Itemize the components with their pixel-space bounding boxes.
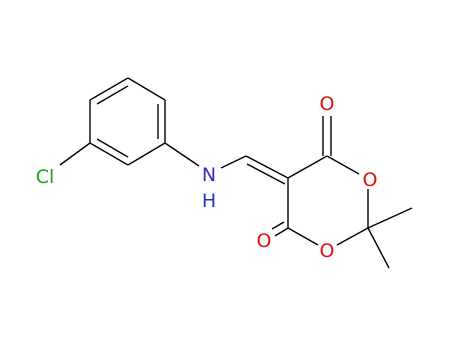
atom-label: O — [320, 240, 335, 262]
bond — [336, 227, 369, 246]
bond — [96, 138, 129, 158]
bond — [287, 155, 328, 179]
bond — [164, 142, 200, 167]
bond — [287, 227, 319, 246]
bond — [89, 77, 129, 101]
bond — [271, 221, 285, 230]
atom-label: O — [320, 93, 335, 115]
atom-label: O — [257, 230, 272, 252]
bond — [59, 142, 91, 166]
bonds — [59, 77, 413, 269]
bond — [89, 142, 129, 166]
atom-label: H — [202, 190, 216, 212]
atom-label: O — [363, 169, 378, 191]
atom-label: Cl — [36, 166, 55, 188]
bond — [367, 227, 390, 269]
bond — [127, 142, 166, 166]
bond — [246, 163, 286, 185]
bond — [96, 85, 129, 105]
bond — [127, 77, 166, 101]
bond — [220, 155, 247, 169]
bond — [245, 155, 289, 179]
atom-label: N — [202, 164, 216, 186]
bond — [326, 155, 360, 175]
bond — [367, 207, 413, 229]
bond — [274, 227, 289, 237]
atom-labels: Cl N H O O O O — [36, 93, 378, 262]
